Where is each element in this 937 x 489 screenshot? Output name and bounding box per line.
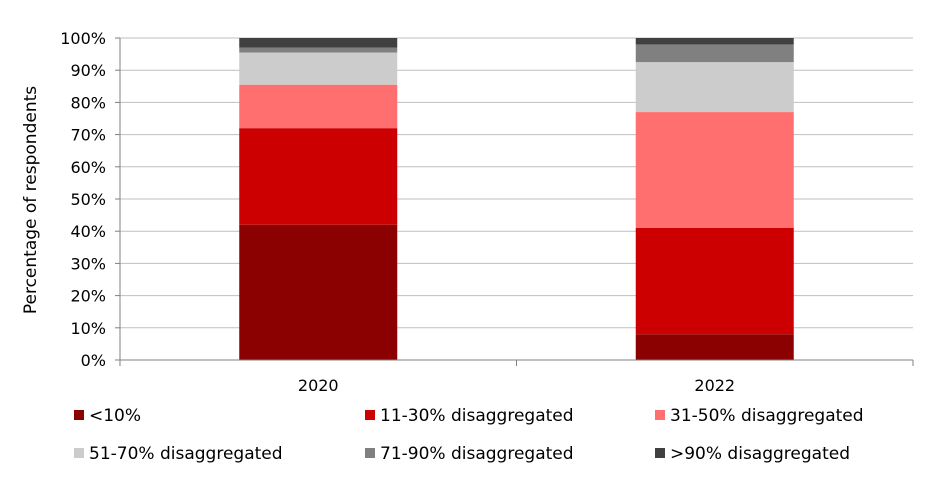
bar-segment-2022-s5 [635, 38, 794, 45]
bar-segment-2022-s4 [635, 44, 794, 63]
legend-swatch [655, 410, 665, 420]
y-tick-label: 20% [70, 287, 106, 306]
y-tick-label: 80% [70, 93, 106, 112]
legend: <10% 11-30% disaggregated 31-50% disaggreg… [74, 406, 864, 464]
bar-segment-2020-s3 [239, 52, 398, 85]
legend-swatch [365, 448, 375, 458]
y-tick-label: 30% [70, 254, 106, 273]
bar-segment-2022-s2 [635, 112, 794, 228]
legend-swatch [74, 448, 84, 458]
legend-item: <10% [74, 406, 141, 426]
bar-segment-2022-s1 [635, 227, 794, 335]
legend-item: 31-50% disaggregated [655, 406, 864, 426]
x-tick-label: 2022 [694, 376, 735, 395]
legend-item: 51-70% disaggregated [74, 444, 283, 464]
bar-segment-2020-s4 [239, 47, 398, 53]
axes [119, 38, 914, 366]
y-axis-label: Percentage of respondents [21, 86, 41, 314]
legend-swatch [74, 410, 84, 420]
bar-segment-2020-s5 [239, 38, 398, 48]
y-tick-labels: 0% 10% 20% 30% 40% 50% 60% 70% 80% 90% 100% [60, 29, 106, 370]
x-tick-labels: 2020 2022 [298, 376, 735, 395]
legend-swatch [655, 448, 665, 458]
legend-swatch [365, 410, 375, 420]
y-tick-label: 70% [70, 126, 106, 145]
x-tick-label: 2020 [298, 376, 339, 395]
bars [239, 38, 794, 360]
legend-label: 11-30% disaggregated [380, 406, 574, 426]
y-tick-label: 90% [70, 61, 106, 80]
bar-segment-2020-s2 [239, 84, 398, 129]
legend-label: >90% disaggregated [670, 444, 850, 464]
bar-segment-2022-s3 [635, 62, 794, 113]
bar-segment-2020-s0 [239, 224, 398, 360]
legend-label: 71-90% disaggregated [380, 444, 574, 464]
y-tick-label: 60% [70, 158, 106, 177]
bar-segment-2020-s1 [239, 128, 398, 225]
y-tick-label: 50% [70, 190, 106, 209]
legend-label: <10% [89, 406, 141, 426]
legend-item: 11-30% disaggregated [365, 406, 574, 426]
legend-item: >90% disaggregated [655, 444, 850, 464]
legend-label: 31-50% disaggregated [670, 406, 864, 426]
legend-item: 71-90% disaggregated [365, 444, 574, 464]
y-tick-label: 0% [81, 351, 106, 370]
y-tick-label: 100% [60, 29, 106, 48]
y-tick-label: 40% [70, 222, 106, 241]
y-tick-label: 10% [70, 319, 106, 338]
legend-label: 51-70% disaggregated [89, 444, 283, 464]
bar-segment-2022-s0 [635, 334, 794, 360]
